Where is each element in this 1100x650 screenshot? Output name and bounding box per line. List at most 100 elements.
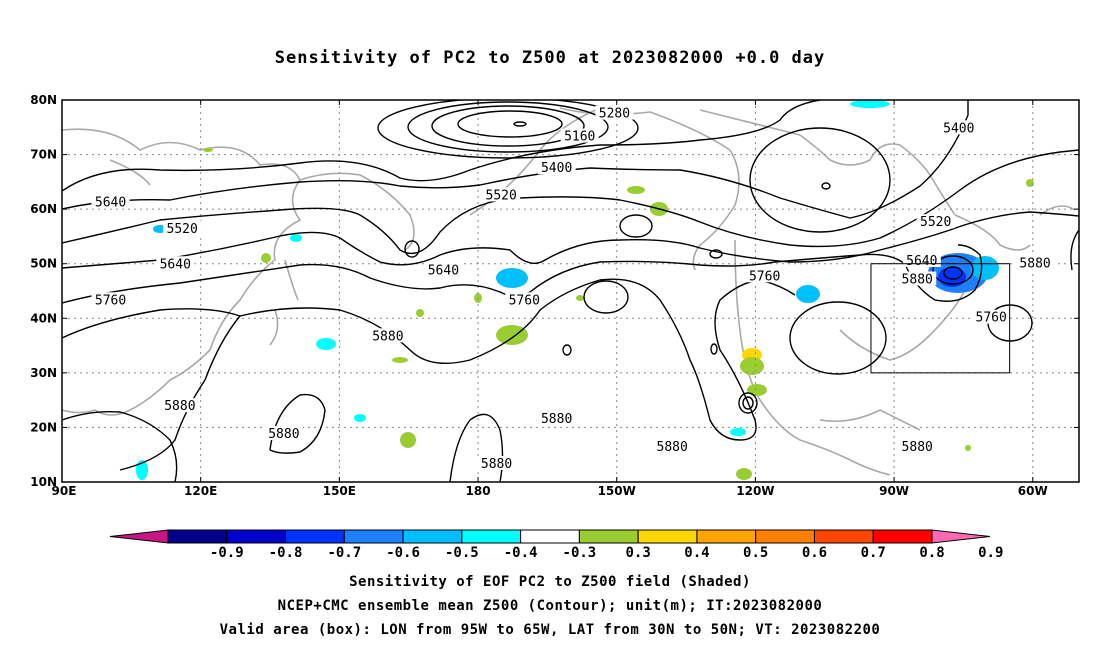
longitude-labels: 90E 120E 150E 180 150W 120W 90W 60W (52, 484, 1048, 498)
contour-label-halo (898, 271, 937, 286)
contour-label-halo (560, 128, 599, 143)
contour-label-halo (537, 160, 576, 175)
contour-label: 5760 (95, 293, 126, 308)
colorbar-label: -0.8 (269, 545, 303, 561)
colorbar-swatch (402, 529, 463, 544)
contour-label-halo (1016, 255, 1055, 270)
colorbar-swatch (813, 529, 874, 544)
lat-label: 80N (30, 93, 57, 107)
contour-label-halo (482, 187, 521, 202)
colorbar-swatch (343, 529, 404, 544)
contour-label: 5520 (167, 222, 198, 237)
contour-label: 5160 (564, 130, 595, 145)
lon-label: 120E (184, 484, 217, 498)
colorbar-swatch (167, 529, 228, 544)
contour-label: 5880 (657, 440, 688, 455)
colorbar-swatch (872, 529, 933, 544)
contour-label-halo (156, 256, 195, 271)
colorbar-swatch (696, 529, 757, 544)
contour-label: 5880 (541, 412, 572, 427)
colorbar-label: -0.4 (504, 545, 538, 561)
colorbar-swatch (520, 529, 580, 544)
contour-label: 5880 (902, 273, 933, 288)
lon-label: 150W (598, 484, 636, 498)
colorbar-low-triangle (109, 529, 169, 544)
contour-label-halo (264, 425, 303, 440)
axis-ticks (61, 99, 1079, 483)
colorbar-label: 0.5 (743, 545, 768, 561)
colorbar-labels: -0.9 -0.8 -0.7 -0.6 -0.5 -0.4 -0.3 0.3 0.4 0.5 0.6… (210, 545, 1004, 561)
lat-label: 70N (30, 148, 57, 162)
contour-label: 5880 (1019, 257, 1050, 272)
colorbar-label: -0.7 (327, 545, 361, 561)
contour-label-halo (595, 105, 634, 120)
valid-area-box (870, 263, 1011, 374)
contour-label-halo (916, 214, 955, 229)
lat-label: 60N (30, 202, 57, 216)
lat-label: 40N (30, 311, 57, 325)
contour-label-halo (91, 292, 130, 307)
contour-label: 5760 (976, 311, 1007, 326)
colorbar-label: -0.5 (445, 545, 479, 561)
caption-contour: NCEP+CMC ensemble mean Z500 (Contour); u… (277, 598, 823, 614)
contour-label-halo (163, 220, 202, 235)
contour-label: 5640 (160, 257, 191, 272)
z500-contours (62, 100, 1079, 482)
contour-label-halo (745, 268, 784, 283)
colorbar-swatch (755, 529, 815, 544)
colorbar-swatch (226, 529, 287, 544)
contour-label: 5520 (920, 215, 951, 230)
contour-label-halo (91, 194, 130, 209)
lon-label: 150E (323, 484, 356, 498)
colorbar-swatch (637, 529, 698, 544)
lon-label: 180 (466, 484, 491, 498)
contour-label: 5760 (749, 269, 780, 284)
caption-valid-area: Valid area (box): LON from 95W to 65W, L… (219, 622, 881, 638)
lon-label: 90E (52, 484, 77, 498)
contour-label-halo (160, 398, 199, 413)
lon-label: 60W (1018, 484, 1048, 498)
colorbar-swatch (578, 529, 639, 544)
contour-label: 5880 (268, 427, 299, 442)
lon-label: 90W (879, 484, 909, 498)
colorbar-label: 0.3 (626, 545, 651, 561)
contour-label: 5520 (486, 189, 517, 204)
contour-label-halo (898, 439, 937, 454)
contour-label-halo (939, 120, 978, 135)
contour-label: 5760 (509, 293, 540, 308)
contour-label: 5880 (902, 440, 933, 455)
colorbar-label: 0.4 (684, 545, 709, 561)
contour-label-halo (424, 262, 463, 277)
latitude-labels: 80N 70N 60N 50N 40N 30N 20N 10N (30, 93, 57, 489)
contour-label: 5880 (481, 457, 512, 472)
colorbar-high-triangle (931, 529, 991, 544)
colorbar-swatch (285, 529, 345, 544)
colorbar-label: -0.9 (210, 545, 244, 561)
contour-label-halo (368, 328, 407, 343)
colorbar-label: 0.6 (802, 545, 827, 561)
caption-shading: Sensitivity of EOF PC2 to Z500 field (Sh… (349, 574, 751, 590)
lat-label: 10N (30, 475, 57, 489)
lat-label: 20N (30, 420, 57, 434)
contour-label: 5640 (428, 263, 459, 278)
colorbar-label: 0.7 (861, 545, 886, 561)
contour-label: 5280 (599, 107, 630, 122)
contour-label: 5880 (164, 399, 195, 414)
contour-label-halo (505, 292, 544, 307)
colorbar-label: -0.3 (563, 545, 597, 561)
contour-label-halo (653, 439, 692, 454)
contour-label-halo (477, 455, 516, 470)
contour-label-halo (972, 309, 1011, 324)
colorbar-label: 0.8 (919, 545, 944, 561)
contour-labels: 5280 5160 5400 5400 5520 5520 5520 5640 5640 5640… (91, 105, 1055, 472)
contour-label-halo (537, 411, 576, 426)
map-title: Sensitivity of PC2 to Z500 at 2023082000… (274, 48, 826, 68)
colorbar-label: -0.6 (386, 545, 420, 561)
sensitivity-shading (136, 100, 1034, 480)
contour-label: 5640 (95, 196, 126, 211)
lat-label: 50N (30, 257, 57, 271)
plot-frame (61, 99, 1080, 483)
colorbar (109, 529, 991, 544)
contour-label: 5400 (541, 161, 572, 176)
